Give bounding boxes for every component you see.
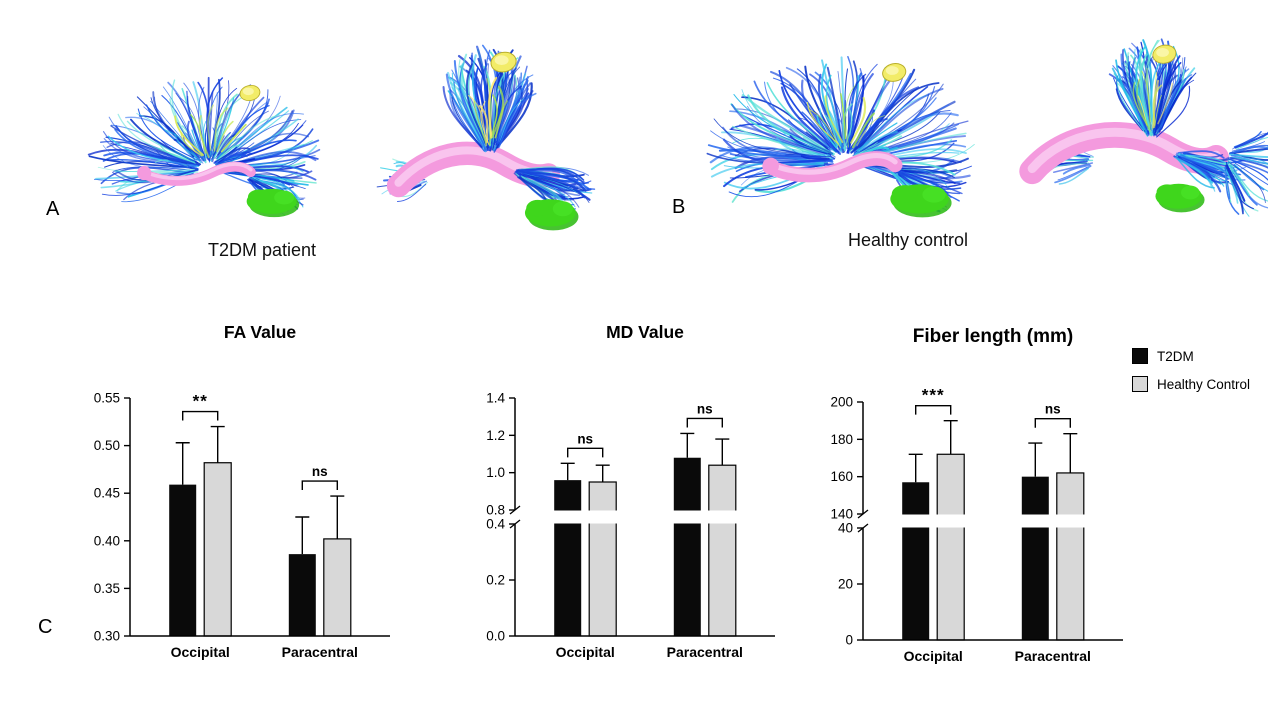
significance-label: ns	[1045, 402, 1061, 417]
y-tick-label: 0	[845, 633, 853, 648]
brain-tractography-t2dm-tracts-image	[376, 44, 596, 231]
category-label: Paracentral	[667, 644, 743, 660]
error-bar	[330, 495, 345, 539]
y-tick-label: 1.4	[486, 391, 505, 406]
y-tick-label: 0.2	[486, 573, 505, 588]
chart-title: Fiber length (mm)	[913, 326, 1073, 347]
panel-a-label: A	[46, 198, 60, 220]
chart-fiber-length: 0 20 40 140 160 180 200 Occipital Paracentral ***…	[788, 310, 1178, 682]
pink-tract-ribbon	[762, 151, 903, 183]
pink-tract-ribbon	[138, 161, 256, 186]
chart-legend: T2DM Healthy Control	[1132, 348, 1250, 404]
legend-label-t2dm: T2DM	[1157, 348, 1194, 364]
bar	[1021, 476, 1049, 640]
chart-fa-value: 0.30 0.35 0.40 0.45 0.50 0.55 Occipital Paracen…	[55, 306, 445, 678]
error-bar	[210, 425, 225, 463]
error-bar	[595, 464, 610, 482]
error-bar	[175, 442, 190, 485]
error-bar	[943, 419, 958, 455]
bar	[902, 482, 930, 640]
legend-swatch-healthy-control	[1132, 376, 1148, 392]
significance-label: ***	[922, 386, 945, 405]
panel-a-caption: T2DM patient	[207, 240, 317, 260]
brain-tractography-control-tracts-image	[1019, 38, 1268, 217]
error-bar	[715, 438, 730, 466]
bar	[708, 464, 737, 637]
category-label: Occipital	[171, 644, 230, 660]
bar	[588, 481, 617, 637]
bar	[169, 484, 197, 636]
legend-item-t2dm: T2DM	[1132, 348, 1250, 364]
chart-title: FA Value	[224, 322, 297, 342]
y-tick-label: 140	[830, 507, 853, 522]
bar	[936, 453, 965, 641]
bar-chart: 0.30 0.35 0.40 0.45 0.50 0.55 Occipital Paracen…	[94, 322, 390, 660]
y-tick-label: 0.0	[486, 629, 505, 644]
error-bar	[560, 462, 575, 481]
error-bar	[1028, 442, 1043, 477]
error-bar	[295, 516, 310, 555]
panel-b-caption: Healthy control	[847, 230, 969, 250]
error-bar	[908, 453, 923, 483]
significance-bracket	[301, 480, 338, 491]
legend-item-healthy-control: Healthy Control	[1132, 376, 1250, 392]
y-tick-label: 160	[830, 469, 853, 484]
y-tick-label: 0.50	[94, 438, 120, 453]
significance-label: **	[193, 392, 208, 411]
legend-label-healthy-control: Healthy Control	[1157, 376, 1251, 392]
y-tick-label: 1.0	[486, 465, 505, 480]
significance-bracket	[915, 404, 952, 415]
significance-label: ns	[312, 464, 328, 479]
y-tick-label: 180	[830, 432, 853, 447]
chart-md-value: 0.0 0.2 0.4 0.8 1.0 1.2 1.4 Occipital Paracentra…	[440, 306, 830, 678]
y-tick-label: 0.30	[94, 629, 120, 644]
significance-bracket	[182, 410, 219, 421]
bar	[554, 480, 582, 636]
significance-label: ns	[577, 431, 593, 446]
y-tick-label: 40	[838, 521, 853, 536]
category-label: Occipital	[904, 648, 963, 664]
y-tick-label: 0.4	[486, 517, 505, 532]
y-tick-label: 1.2	[486, 428, 505, 443]
y-tick-label: 0.35	[94, 581, 120, 596]
bar	[673, 457, 701, 636]
error-bar	[1063, 433, 1078, 473]
bar	[288, 554, 316, 636]
bar	[1056, 472, 1085, 641]
significance-bracket	[1034, 418, 1071, 428]
y-tick-label: 0.55	[94, 391, 120, 406]
significance-bracket	[686, 417, 723, 428]
category-label: Paracentral	[1015, 648, 1091, 664]
bar-chart: 0.0 0.2 0.40.8 1.0 1.2 1.4 Occipital Paracentra…	[486, 322, 775, 660]
y-tick-label: 0.45	[94, 486, 120, 501]
panel-b-label: B	[672, 196, 686, 218]
legend-swatch-t2dm	[1132, 348, 1148, 364]
error-bar	[680, 432, 695, 458]
bar	[203, 462, 232, 637]
y-tick-label: 20	[838, 577, 853, 592]
category-label: Occipital	[556, 644, 615, 660]
brain-tractography-control-lateral-image	[706, 55, 975, 218]
brain-tractography-t2dm-lateral-image	[87, 76, 321, 218]
y-tick-label: 0.8	[486, 503, 505, 518]
significance-bracket	[567, 447, 604, 458]
y-tick-label: 0.40	[94, 533, 120, 548]
bar	[323, 538, 352, 637]
significance-label: ns	[697, 401, 713, 416]
category-label: Paracentral	[282, 644, 358, 660]
chart-title: MD Value	[606, 322, 684, 342]
panel-c-label: C	[38, 616, 53, 638]
y-tick-label: 200	[830, 395, 853, 410]
